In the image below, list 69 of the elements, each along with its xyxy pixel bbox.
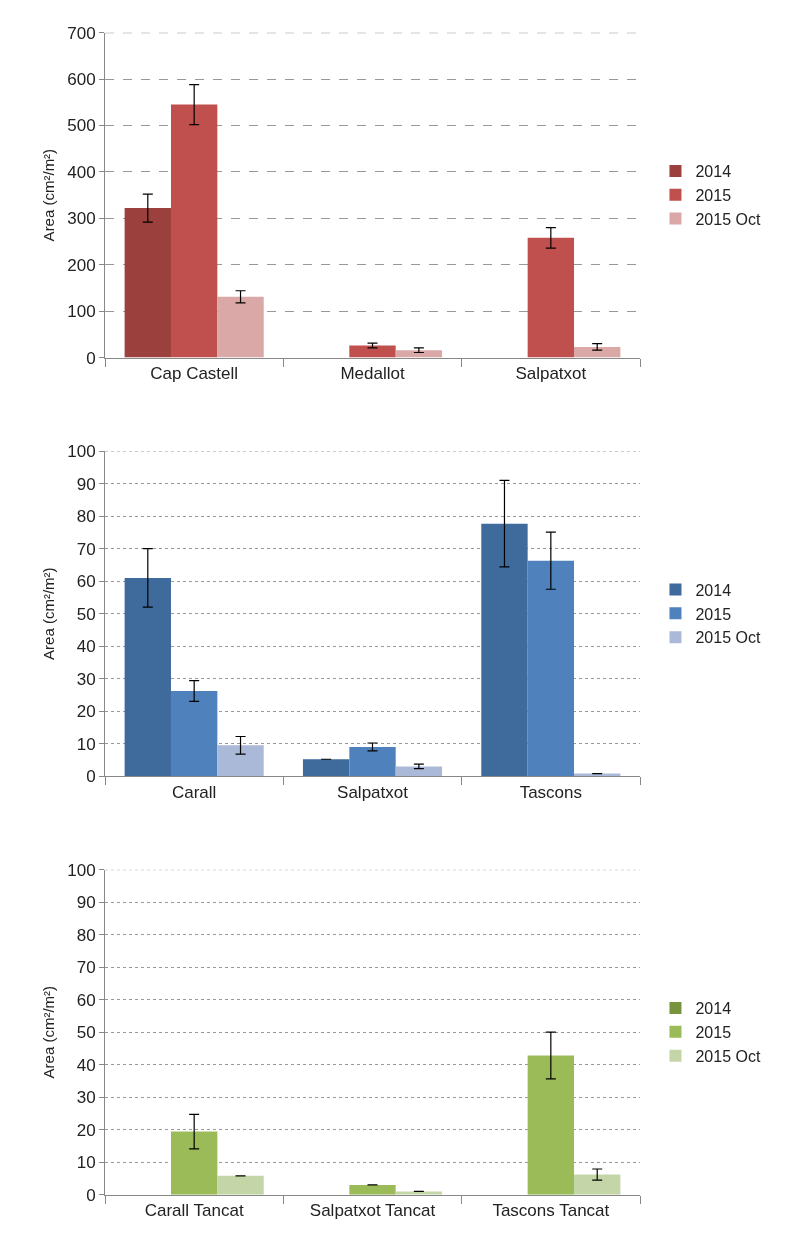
y-tick-label: 100: [67, 302, 96, 322]
y-tick-label: 70: [76, 539, 96, 559]
y-tick-label: 300: [67, 209, 96, 229]
bar: [217, 296, 264, 358]
bar: [349, 746, 396, 777]
y-tick-label: 40: [76, 1055, 96, 1075]
x-tick-label: Medallot: [340, 364, 405, 384]
x-tick-label: Salpatxot: [515, 364, 587, 384]
x-tick-label: Salpatxot: [337, 782, 409, 802]
bar: [574, 1174, 621, 1195]
bar: [302, 759, 350, 777]
legend-label: 2015 Oct: [695, 629, 761, 647]
y-tick-label: 20: [76, 1120, 96, 1140]
legend-label: 2015: [695, 187, 732, 205]
y-axis-title: Area (cm²/m²): [40, 148, 58, 242]
y-tick-label: 60: [76, 990, 96, 1010]
bar: [481, 523, 528, 777]
y-tick-label: 70: [76, 958, 96, 978]
y-tick-label: 90: [76, 893, 96, 913]
bar: [395, 766, 443, 777]
x-tick-label: Tascons: [519, 782, 583, 802]
y-tick-label: 700: [67, 23, 96, 43]
y-tick-label: 80: [76, 507, 96, 527]
y-tick-label: 20: [76, 702, 96, 722]
y-tick-label: 400: [67, 162, 96, 182]
y-tick-label: 600: [67, 70, 96, 89]
bar: [170, 690, 218, 777]
y-tick-label: 80: [76, 925, 96, 945]
y-axis-title: Area (cm²/m²): [40, 985, 58, 1079]
legend-label: 2015: [695, 1024, 732, 1042]
bar: [349, 1184, 396, 1195]
y-tick-label: 100: [67, 442, 96, 462]
bar: [170, 1131, 218, 1195]
x-tick-label: Tascons Tancat: [492, 1201, 610, 1221]
y-tick-label: 0: [86, 1185, 96, 1205]
legend-label: 2015 Oct: [695, 210, 761, 228]
y-tick-label: 0: [86, 767, 96, 787]
bar: [527, 560, 575, 777]
bar: [527, 237, 575, 358]
x-tick-label: Cap Castell: [150, 364, 239, 384]
bar: [170, 104, 218, 358]
bar: [574, 346, 621, 358]
bar: [124, 577, 171, 777]
x-tick-label: Salpatxot Tancat: [309, 1201, 436, 1221]
y-tick-label: 200: [67, 255, 96, 275]
y-tick-label: 500: [67, 116, 96, 136]
x-tick-label: Carall Tancat: [144, 1201, 244, 1221]
bar: [217, 745, 264, 777]
legend-label: 2014: [695, 163, 732, 181]
y-axis-title: Area (cm²/m²): [40, 567, 58, 660]
y-tick-label: 90: [76, 474, 96, 494]
legend-label: 2014: [695, 581, 732, 599]
y-tick-label: 60: [76, 572, 96, 592]
legend-label: 2015 Oct: [695, 1047, 761, 1065]
y-tick-label: 100: [67, 860, 96, 880]
bar: [217, 1175, 264, 1195]
legend-label: 2015: [695, 605, 732, 623]
bar: [527, 1055, 575, 1195]
bar: [124, 208, 171, 358]
legend-label: 2014: [695, 1000, 732, 1018]
y-tick-label: 0: [86, 348, 96, 368]
y-tick-label: 10: [76, 1153, 96, 1173]
y-tick-label: 40: [76, 637, 96, 657]
y-tick-label: 30: [76, 1088, 96, 1108]
y-tick-label: 30: [76, 669, 96, 689]
y-tick-label: 50: [76, 604, 96, 624]
y-tick-label: 50: [76, 1023, 96, 1043]
x-tick-label: Carall: [171, 782, 217, 802]
y-tick-label: 10: [76, 734, 96, 754]
